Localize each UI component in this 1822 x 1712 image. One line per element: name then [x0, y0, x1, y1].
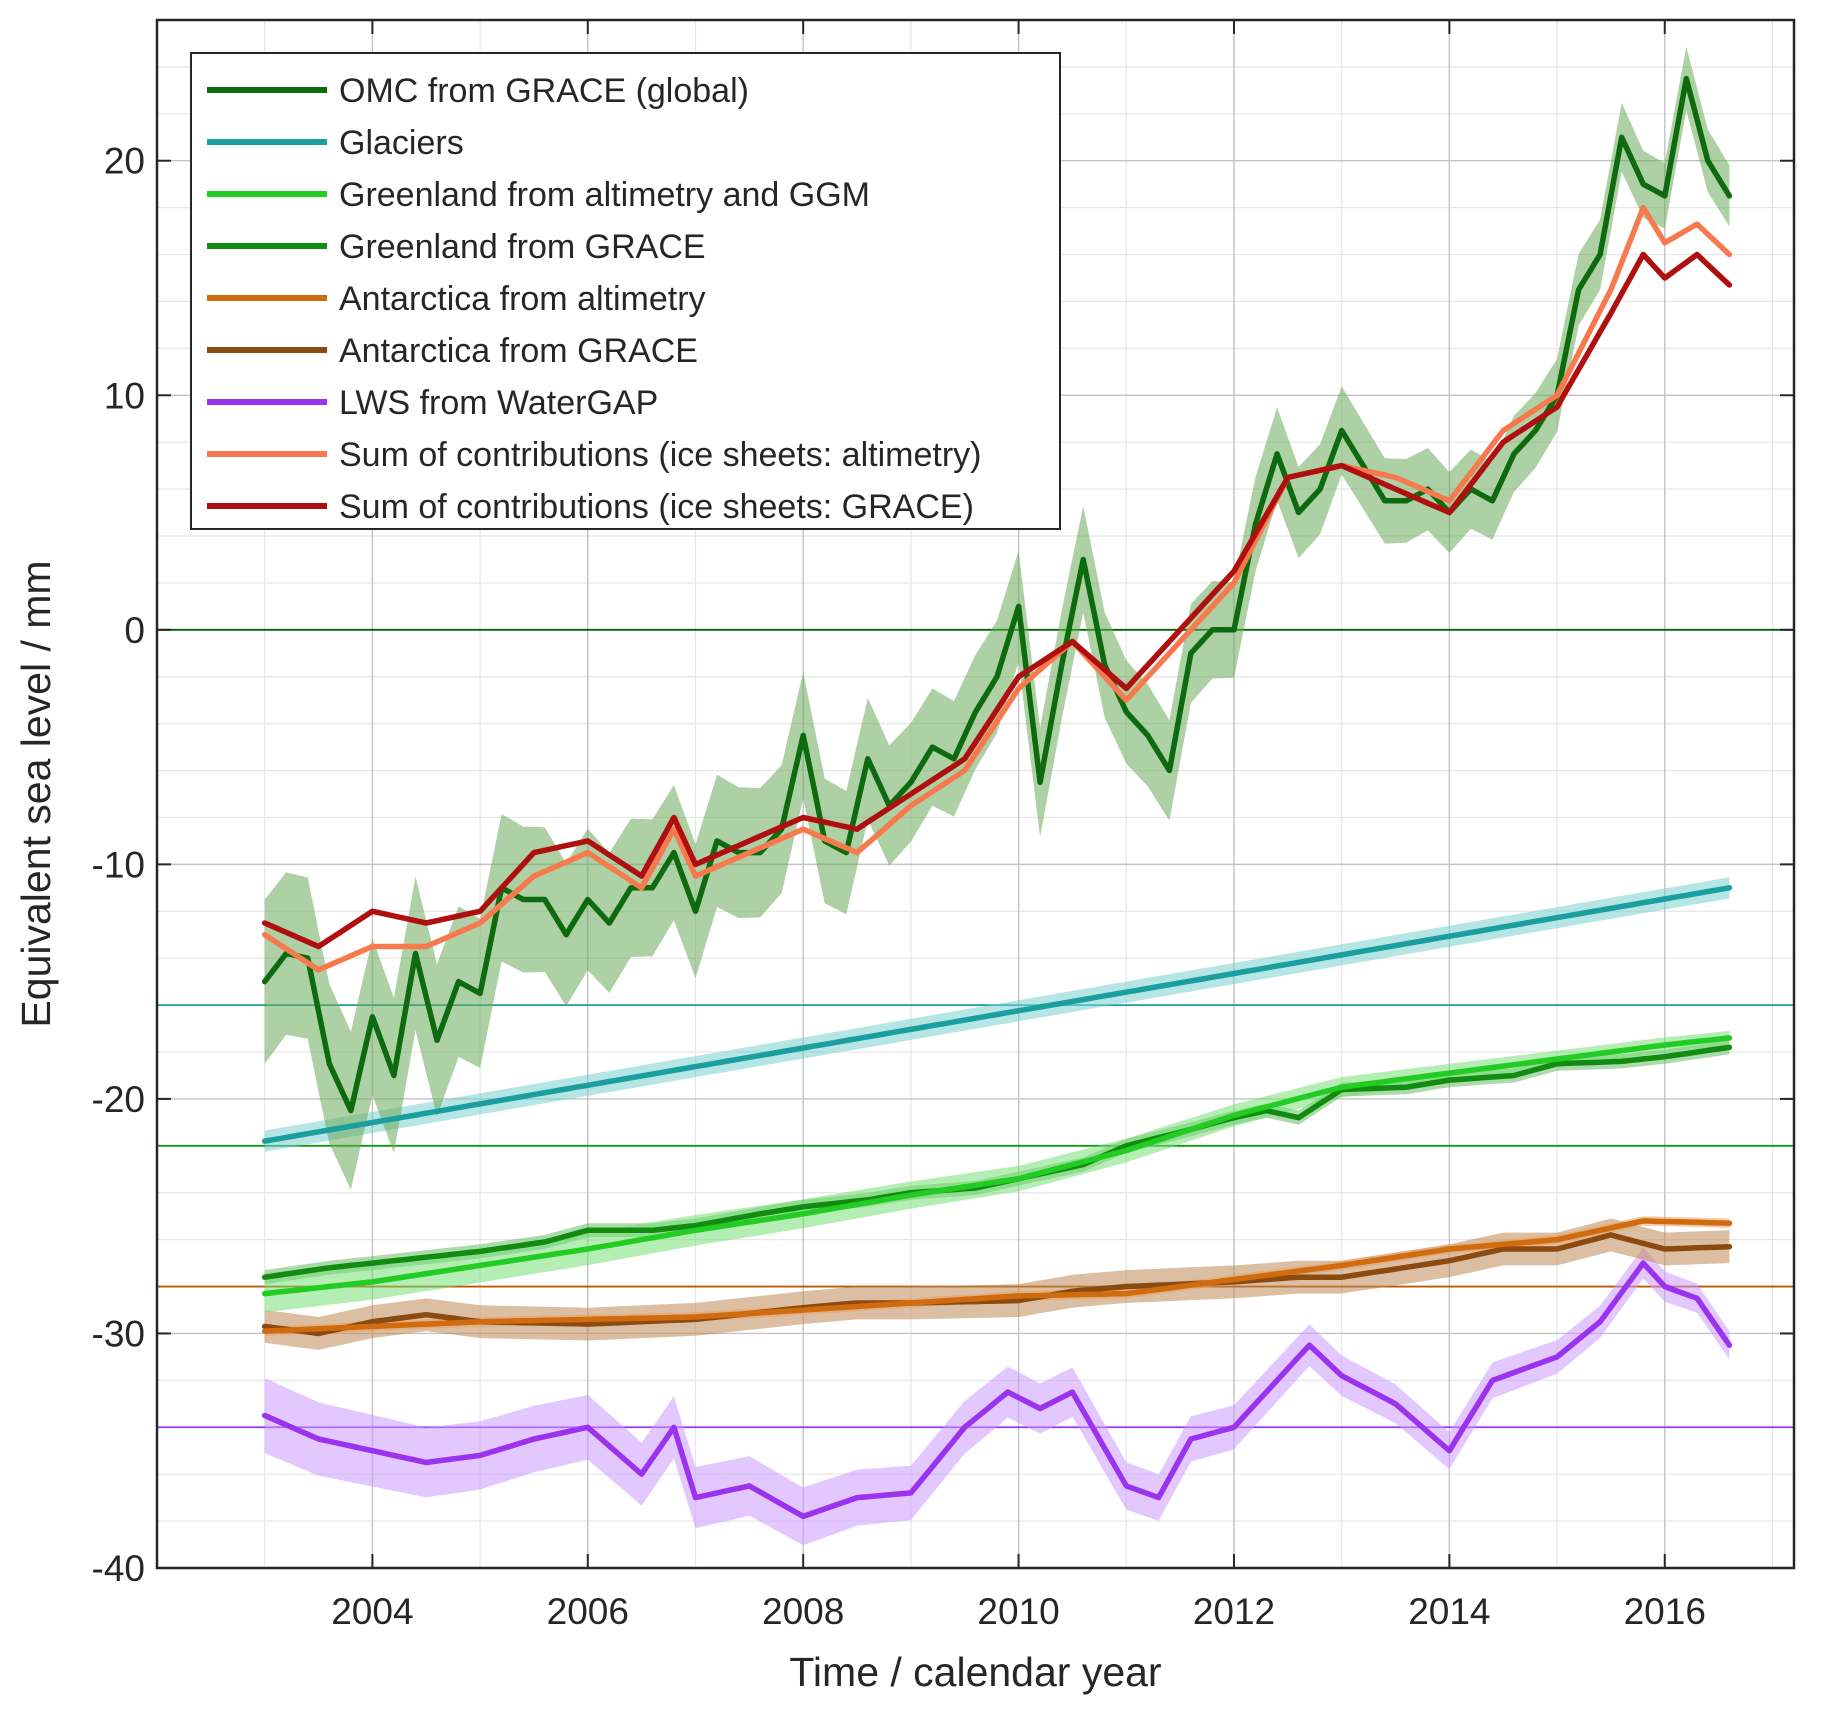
legend-label: Greenland from altimetry and GGM	[339, 176, 870, 214]
x-tick-label: 2006	[547, 1591, 629, 1632]
series-line	[261, 251, 1733, 950]
y-tick-label: -30	[92, 1313, 145, 1354]
series-line	[261, 204, 1733, 973]
legend-label: Glaciers	[339, 124, 464, 162]
series-line	[261, 75, 1733, 1114]
y-axis-title: Equivalent sea level / mm	[13, 560, 59, 1027]
uncertainty-band	[264, 1040, 1730, 1285]
legend-label: Sum of contributions (ice sheets: GRACE)	[339, 488, 974, 526]
x-axis-title: Time / calendar year	[789, 1649, 1161, 1695]
y-tick-label: -20	[92, 1079, 145, 1120]
x-tick-label: 2014	[1408, 1591, 1490, 1632]
uncertainty-band	[264, 46, 1730, 1190]
series-line	[261, 1035, 1733, 1297]
x-tick-label: 2012	[1193, 1591, 1275, 1632]
x-tick-label: 2010	[977, 1591, 1059, 1632]
y-tick-label: 20	[104, 141, 145, 182]
legend-box	[190, 52, 1061, 530]
series-line	[261, 1218, 1733, 1334]
y-tick-label: 0	[124, 610, 145, 651]
x-tick-label: 2016	[1624, 1591, 1706, 1632]
legend-label: Sum of contributions (ice sheets: altime…	[339, 436, 981, 474]
legend-label: LWS from WaterGAP	[339, 384, 658, 422]
axis-ticks: 2004 2006 2008 2010 2012 2014 2016-40-30-20-10…	[92, 20, 1794, 1632]
legend-label: OMC from GRACE (global)	[339, 72, 749, 110]
y-tick-label: 10	[104, 375, 145, 416]
legend-label: Antarctica from GRACE	[339, 332, 698, 370]
legend-label: Greenland from GRACE	[339, 228, 706, 266]
y-tick-label: -10	[92, 844, 145, 885]
y-tick-label: -40	[92, 1548, 145, 1589]
x-tick-label: 2004	[331, 1591, 413, 1632]
x-tick-label: 2008	[762, 1591, 844, 1632]
series-lines	[261, 75, 1733, 1520]
legend: OMC from GRACE (global) Glaciers Greenland…	[190, 52, 1061, 530]
uncertainty-band	[264, 1247, 1730, 1546]
series-line	[261, 1260, 1733, 1520]
legend-label: Antarctica from altimetry	[339, 280, 706, 318]
plot-frame	[155, 18, 1796, 1570]
series-line	[261, 885, 1733, 1144]
